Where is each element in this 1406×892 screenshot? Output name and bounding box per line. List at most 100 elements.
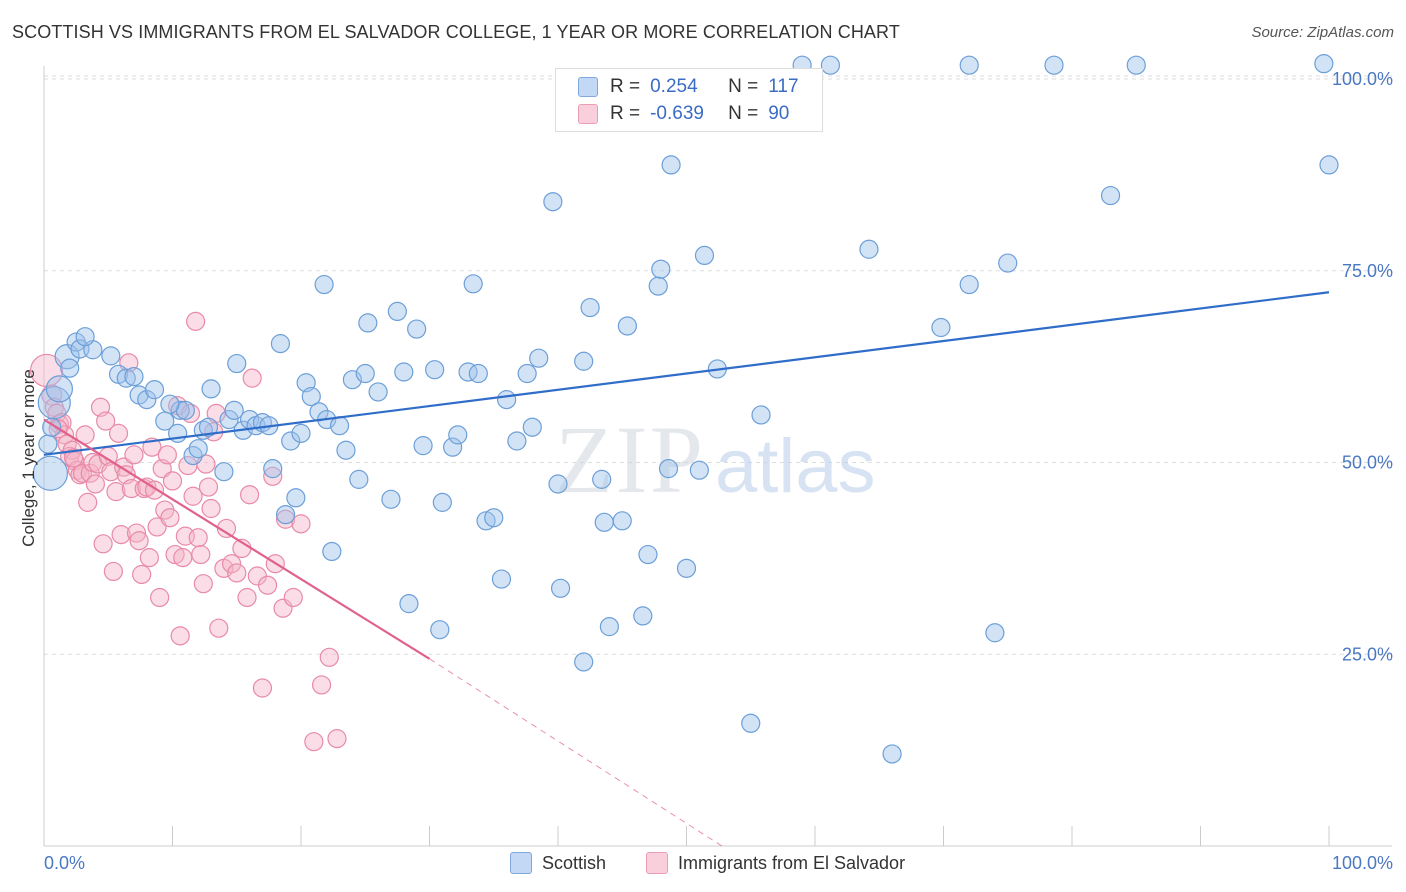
el-salvador-point [106, 482, 126, 502]
bottom-legend-label: Scottish [542, 852, 607, 873]
scottish-point [1126, 55, 1146, 75]
legend-row-el-salvador: R = -0.639 N = 90 [578, 101, 789, 127]
scottish-point [661, 155, 681, 175]
bottom-legend-el-salvador: Immigrants from El Salvador [646, 852, 905, 874]
scottish-point [491, 569, 512, 589]
el-salvador-point [170, 626, 190, 646]
scottish-point [124, 366, 144, 387]
scottish-point [633, 606, 653, 626]
el-salvador-point [126, 523, 147, 543]
legend-r-label: R = [610, 103, 641, 124]
scottish-point [463, 274, 483, 294]
el-salvador-point [124, 445, 144, 465]
el-salvador-point [101, 462, 121, 482]
scottish-point [497, 390, 517, 410]
scottish-point [507, 431, 527, 451]
scottish-point [550, 578, 571, 598]
scottish-point [751, 405, 771, 425]
scottish-point [425, 360, 445, 380]
scottish-point [116, 368, 136, 388]
scottish-point [689, 460, 709, 480]
tick-labels: 25.0% 50.0% 75.0% 100.0% 0.0% 100.0% [44, 69, 1393, 873]
scottish-trend-line [43, 291, 1330, 456]
scottish-point [32, 455, 69, 491]
el-salvador-point [103, 561, 123, 582]
scottish-point [160, 394, 180, 414]
el-salvador-point [63, 448, 84, 468]
el-salvador-point [188, 528, 208, 548]
scottish-point [741, 713, 761, 733]
scottish-point [443, 437, 463, 457]
el-salvador-point [304, 732, 324, 752]
scottish-point [694, 245, 715, 266]
scottish-point [275, 505, 296, 525]
scottish-point [820, 55, 841, 75]
el-salvador-point [240, 485, 260, 505]
bottom-legend-label: Immigrants from El Salvador [678, 852, 906, 873]
scottish-point [38, 434, 58, 454]
scottish-point [468, 363, 488, 384]
el-salvador-point [150, 587, 170, 608]
el-salvador-point [311, 675, 332, 695]
scottish-point [399, 594, 419, 614]
scottish-point [638, 544, 658, 565]
x-tick-label: 100.0% [1332, 853, 1393, 873]
scottish-point [394, 362, 414, 382]
scottish-point [648, 276, 668, 296]
source-note: Source: ZipAtlas.com [1251, 24, 1394, 41]
scottish-point [476, 511, 496, 531]
scottish-point [1100, 185, 1121, 206]
el-salvador-point [173, 548, 193, 568]
el-salvador-point [137, 477, 157, 497]
scottish-point [985, 623, 1005, 643]
el-salvador-point [327, 729, 347, 749]
y-axis-label: College, 1 year or more [19, 369, 38, 547]
scottish-point [144, 380, 165, 400]
el-salvador-point [85, 474, 106, 494]
scottish-point [101, 346, 121, 366]
scottish-point [430, 620, 450, 640]
el-salvador-point [201, 498, 221, 519]
scottish-point [224, 400, 244, 420]
scottish-point [522, 417, 542, 437]
legend-box: R = 0.254 N = 117 R = -0.639 N = 90 [555, 68, 823, 132]
el-salvador-point [191, 544, 211, 565]
legend-r-label: R = [610, 76, 641, 97]
el-salvador-point [209, 618, 229, 638]
scottish-point [270, 334, 291, 354]
scottish-point [594, 512, 614, 532]
scottish-point [358, 313, 378, 333]
scottish-point [458, 362, 478, 382]
scottish-point [959, 274, 979, 295]
scottish-point [1319, 155, 1339, 175]
y-tick-label: 25.0% [1342, 644, 1393, 664]
svg-text:ZIP: ZIP [555, 406, 705, 513]
scottish-point [219, 409, 239, 430]
scottish-point [517, 363, 537, 384]
scottish-point [859, 239, 879, 259]
scottish-point [592, 469, 612, 489]
scottish-point [227, 353, 247, 374]
scottish-point [301, 386, 321, 407]
scottish-point [484, 508, 504, 528]
bottom-legend-scottish: Scottish [510, 852, 606, 874]
el-salvador-point [93, 534, 113, 554]
el-salvador-point [263, 466, 283, 486]
el-salvador-point [129, 531, 149, 551]
scottish-point [882, 744, 902, 764]
scottish-point [263, 459, 283, 479]
y-tick-label: 50.0% [1342, 453, 1393, 473]
el-salvador-point [283, 587, 303, 608]
legend-swatch-pink [578, 104, 598, 124]
scottish-point [60, 358, 80, 378]
scottish-point [676, 558, 697, 578]
trend-lines [43, 291, 1330, 849]
scottish-point [281, 431, 301, 451]
scottish-point [658, 459, 679, 479]
el-salvador-point [157, 445, 177, 465]
legend-n-label: N = [728, 103, 759, 124]
el-salvador-trend-extension [429, 658, 726, 849]
scottish-point [432, 492, 452, 512]
scottish-point [329, 416, 350, 436]
